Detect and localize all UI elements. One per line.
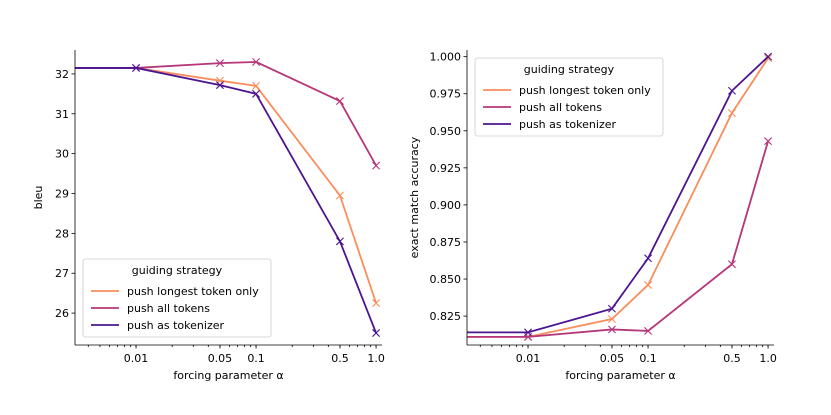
y-axis-label: bleu xyxy=(32,186,45,210)
chart-bleu: 0.01 0.05 0.1 0.5 1.0 26 27 28 29 30 31 32 forcing p… xyxy=(32,50,385,382)
data-point-marker xyxy=(252,57,261,66)
series-line-1 xyxy=(75,61,377,167)
x-tick-label: 0.1 xyxy=(247,352,265,365)
x-tick-label: 0.5 xyxy=(331,352,349,365)
series-line-1 xyxy=(467,140,769,338)
y-tick-label: 0.850 xyxy=(430,273,462,286)
data-point-marker xyxy=(607,315,616,324)
series-line-2 xyxy=(467,56,769,334)
y-tick-label: 31 xyxy=(55,108,69,121)
legend-entry-label: push as tokenizer xyxy=(519,118,616,131)
data-point-marker xyxy=(607,304,616,313)
data-point-marker xyxy=(764,137,773,146)
legend: guiding strategy push longest token only p… xyxy=(474,57,664,137)
y-tick-label: 27 xyxy=(55,267,69,280)
data-point-marker xyxy=(764,52,773,61)
x-tick-label: 0.01 xyxy=(516,352,541,365)
y-tick-label: 28 xyxy=(55,227,69,240)
legend-title: guiding strategy xyxy=(132,264,223,277)
legend-entry-label: push as tokenizer xyxy=(127,319,224,332)
data-point-marker xyxy=(727,109,736,117)
data-point-marker xyxy=(764,54,773,63)
y-tick-label: 0.975 xyxy=(430,88,462,101)
chart-exact-match-accuracy: 0.01 0.05 0.1 0.5 1.0 0.825 0.850 0.875 0.900 0.9… xyxy=(408,50,777,382)
x-tick-label: 0.01 xyxy=(124,352,149,365)
legend-box xyxy=(474,57,664,137)
x-tick-label: 1.0 xyxy=(367,352,385,365)
y-tick-label: 0.900 xyxy=(430,199,462,212)
data-point-marker xyxy=(252,81,261,90)
data-point-marker xyxy=(335,191,344,200)
data-point-marker xyxy=(727,260,736,269)
data-point-marker xyxy=(215,59,224,68)
legend: guiding strategy push longest token only p… xyxy=(82,258,272,338)
y-tick-label: 0.950 xyxy=(430,125,462,138)
data-point-marker xyxy=(524,328,533,337)
data-point-marker xyxy=(372,161,381,170)
y-tick-label: 32 xyxy=(55,68,69,81)
data-point-marker xyxy=(372,299,381,308)
x-tick-label: 0.05 xyxy=(208,352,233,365)
y-tick-label: 0.925 xyxy=(430,162,462,175)
y-tick-label: 1.000 xyxy=(430,51,462,64)
data-point-marker xyxy=(607,325,616,334)
data-point-marker xyxy=(215,81,224,90)
y-axis-label: exact match accuracy xyxy=(408,136,421,258)
x-tick-label: 0.1 xyxy=(639,352,657,365)
data-point-marker xyxy=(372,329,381,338)
legend-entry-label: push longest token only xyxy=(519,84,651,97)
y-tick-label: 30 xyxy=(55,148,69,161)
x-tick-label: 0.05 xyxy=(600,352,625,365)
legend-entry-label: push all tokens xyxy=(127,302,210,315)
y-tick-label: 29 xyxy=(55,188,69,201)
x-axis-label: forcing parameter α xyxy=(565,369,675,382)
data-point-marker xyxy=(644,280,653,289)
y-tick-label: 0.825 xyxy=(430,310,462,323)
legend-entry-label: push all tokens xyxy=(519,101,602,114)
data-point-marker xyxy=(727,86,736,95)
y-tick-label: 0.875 xyxy=(430,236,462,249)
data-point-marker xyxy=(252,89,261,98)
x-axis-label: forcing parameter α xyxy=(173,369,283,382)
legend-box xyxy=(82,258,272,338)
x-tick-label: 1.0 xyxy=(759,352,777,365)
data-point-marker xyxy=(335,97,344,106)
data-point-marker xyxy=(644,254,653,263)
series-line-2 xyxy=(75,67,377,334)
x-tick-label: 0.5 xyxy=(723,352,741,365)
legend-title: guiding strategy xyxy=(524,63,615,76)
data-point-marker xyxy=(132,63,141,72)
legend-entry-label: push longest token only xyxy=(127,285,259,298)
y-tick-label: 26 xyxy=(55,307,69,320)
data-point-marker xyxy=(335,237,344,246)
data-point-marker xyxy=(644,326,653,335)
